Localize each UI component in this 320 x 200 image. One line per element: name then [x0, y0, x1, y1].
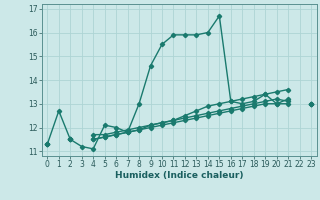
X-axis label: Humidex (Indice chaleur): Humidex (Indice chaleur) [115, 171, 244, 180]
